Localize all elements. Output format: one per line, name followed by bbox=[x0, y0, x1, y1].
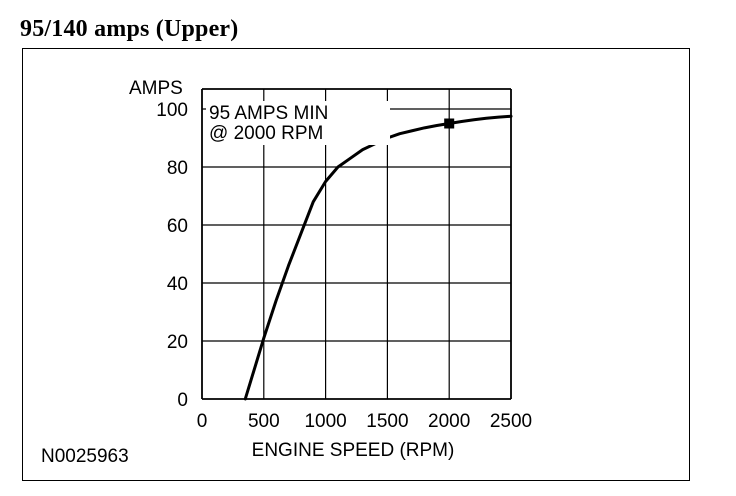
annotation-line-2: @ 2000 RPM bbox=[209, 123, 323, 144]
figure-frame: 0 500 1000 1500 2000 2500 0 20 40 60 80 100 AMPS 95… bbox=[22, 48, 690, 481]
y-tick-label-20: 20 bbox=[167, 332, 188, 353]
amps-chart: 0 500 1000 1500 2000 2500 0 20 40 60 80 100 AMPS 95… bbox=[41, 78, 532, 467]
page-heading: 95/140 amps (Upper) bbox=[20, 16, 239, 42]
x-tick-label-2000: 2000 bbox=[428, 411, 470, 432]
annotation-background bbox=[206, 101, 390, 145]
y-tick-label-40: 40 bbox=[167, 274, 188, 295]
series-line-0 bbox=[243, 114, 513, 401]
x-tick-label-2500: 2500 bbox=[490, 411, 532, 432]
y-tick-label-80: 80 bbox=[167, 158, 188, 179]
x-tick-label-500: 500 bbox=[248, 411, 280, 432]
y-axis-label: AMPS bbox=[129, 78, 183, 99]
y-tick-label-60: 60 bbox=[167, 216, 188, 237]
figure-id: N0025963 bbox=[41, 446, 129, 467]
x-tick-label-1500: 1500 bbox=[366, 411, 408, 432]
y-tick-label-100: 100 bbox=[156, 100, 188, 121]
y-tick-label-0: 0 bbox=[177, 390, 188, 411]
rated-point-marker bbox=[444, 118, 455, 129]
x-axis-label: ENGINE SPEED (RPM) bbox=[252, 440, 455, 461]
x-tick-label-0: 0 bbox=[197, 411, 208, 432]
annotation-line-1: 95 AMPS MIN bbox=[209, 103, 328, 124]
series-layer bbox=[243, 114, 513, 401]
tick-labels: 0 500 1000 1500 2000 2500 0 20 40 60 80 100 bbox=[156, 100, 532, 432]
x-tick-label-1000: 1000 bbox=[304, 411, 346, 432]
